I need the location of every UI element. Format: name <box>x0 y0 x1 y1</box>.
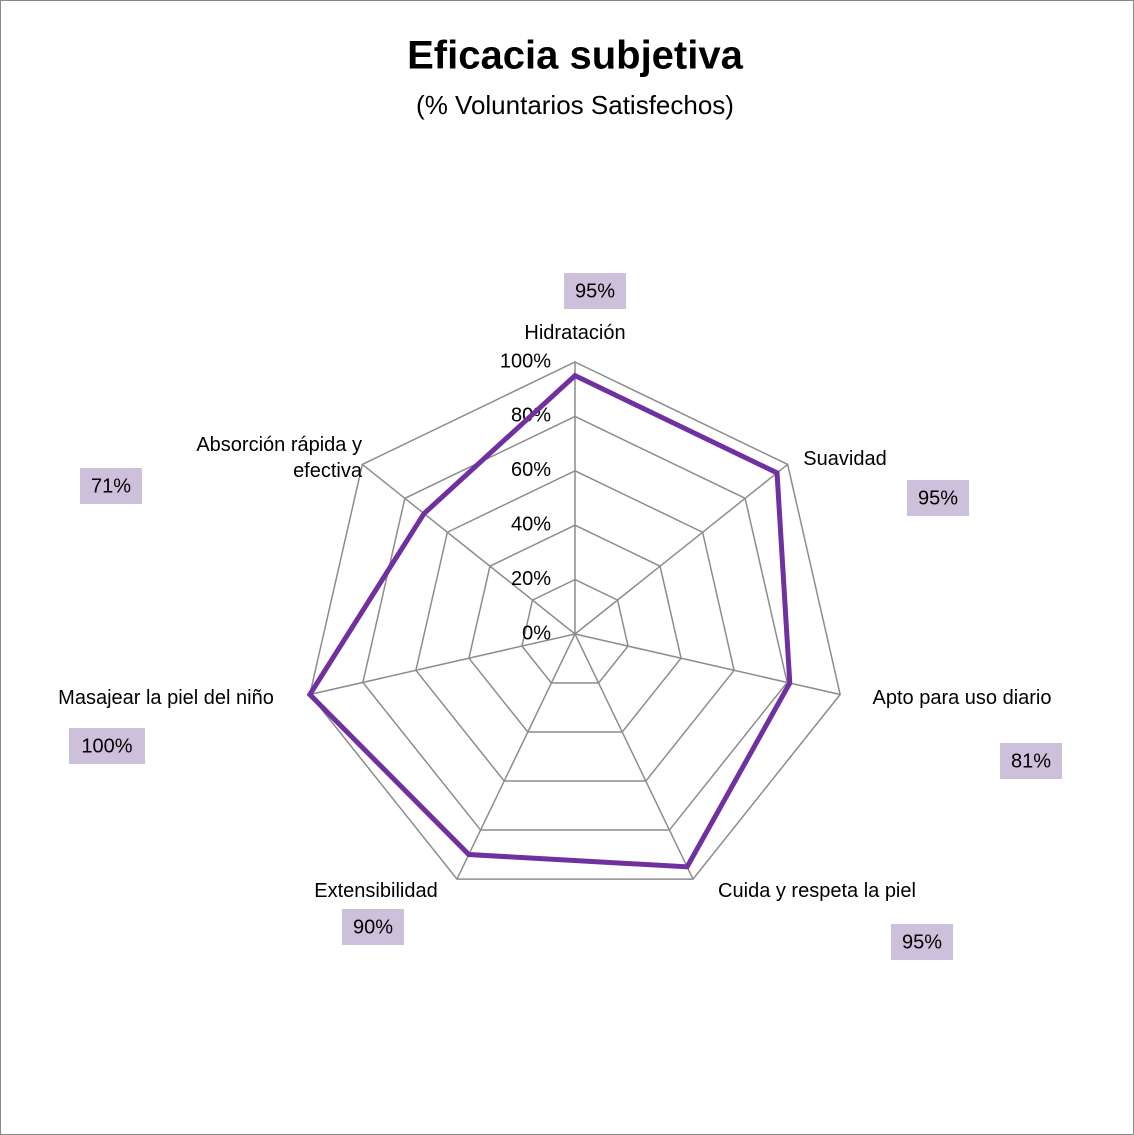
data-label-box <box>69 728 145 764</box>
category-label: Absorción rápida y efectiva <box>196 434 362 482</box>
data-label: 90% <box>353 916 393 938</box>
data-label-box <box>1000 743 1062 779</box>
data-label-box <box>891 924 953 960</box>
data-label: 95% <box>902 931 942 953</box>
category-label: Apto para uso diario <box>872 687 1052 709</box>
data-label-box <box>564 273 626 309</box>
y-tick-label: 0% <box>522 622 551 644</box>
axis-spoke <box>361 463 576 635</box>
series-line <box>306 372 793 870</box>
category-label: Cuida y respeta la piel <box>718 880 916 902</box>
grid-line <box>468 524 682 733</box>
axis-spoke <box>574 633 694 880</box>
y-tick-label: 60% <box>511 459 551 481</box>
axis-spoke <box>309 633 576 696</box>
y-tick-label: 20% <box>511 568 551 590</box>
category-label: Extensibilidad <box>314 880 438 902</box>
data-label-box <box>80 468 142 504</box>
data-label: 71% <box>91 475 131 497</box>
chart-title: Eficacia subjetiva <box>407 34 743 78</box>
grid-line <box>309 361 841 880</box>
data-label: 95% <box>575 280 615 302</box>
axis-spoke <box>456 633 576 880</box>
category-label: Masajear la piel del niño <box>58 687 274 709</box>
axis-spoke <box>574 633 841 696</box>
data-label: 100% <box>81 735 132 757</box>
category-label: Hidratación <box>524 322 626 344</box>
data-label-box <box>907 480 969 516</box>
axis-spoke <box>574 463 789 635</box>
y-tick-label: 40% <box>511 513 551 535</box>
data-label-box <box>342 909 404 945</box>
y-tick-label: 100% <box>500 350 551 372</box>
data-label: 95% <box>918 487 958 509</box>
data-label: 81% <box>1011 750 1051 772</box>
grid-line <box>415 469 735 782</box>
grid-line <box>362 415 788 831</box>
category-label: Suavidad <box>803 448 887 470</box>
grid-line <box>521 578 629 684</box>
chart-subtitle: (% Voluntarios Satisfechos) <box>416 90 734 120</box>
